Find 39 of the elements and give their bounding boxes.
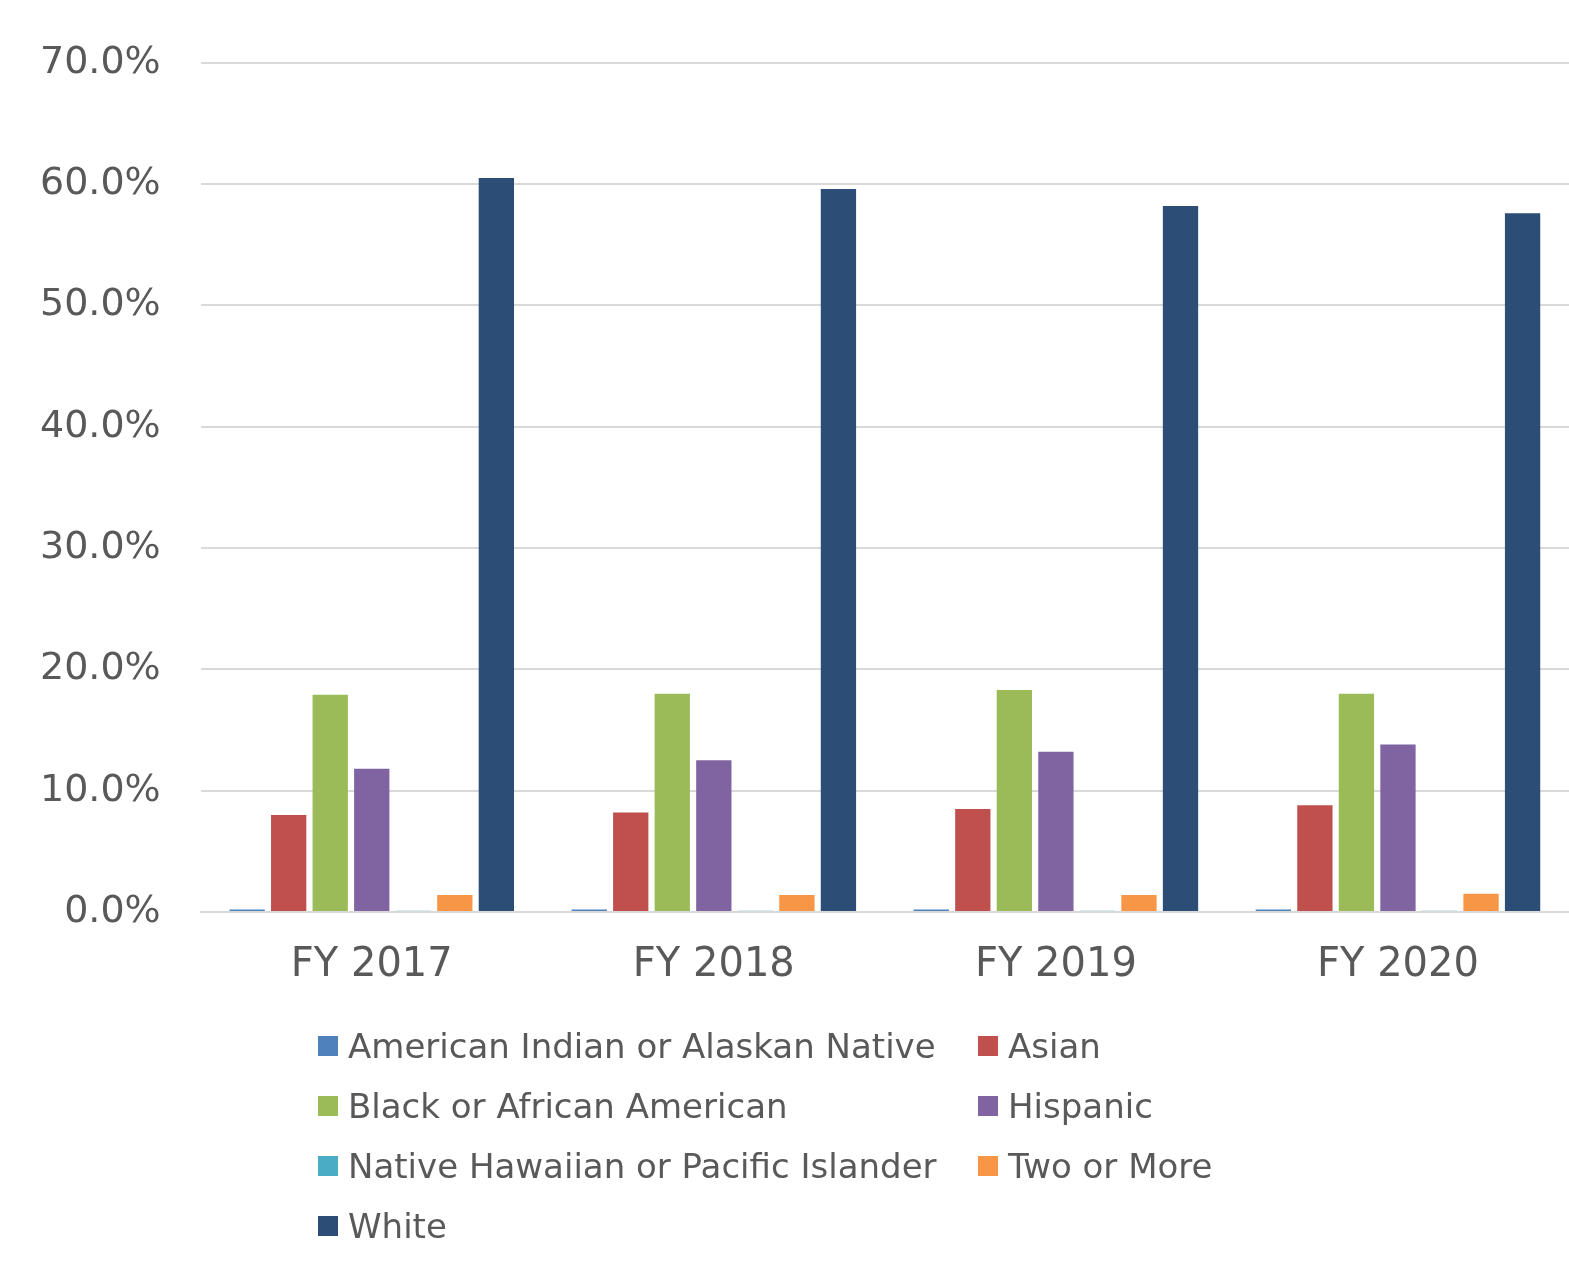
bar xyxy=(820,188,857,911)
bar xyxy=(312,694,348,911)
y-tick-label: 60.0% xyxy=(40,158,161,203)
bar xyxy=(1463,893,1499,911)
legend-label: Hispanic xyxy=(1008,1086,1153,1126)
y-tick-label: 70.0% xyxy=(40,37,161,82)
x-tick-label: FY 2017 xyxy=(290,939,453,986)
x-tick-label: FY 2018 xyxy=(632,939,795,986)
y-tick-label: 50.0% xyxy=(40,280,161,325)
bar xyxy=(996,690,1033,911)
y-tick-label: 40.0% xyxy=(40,401,161,446)
bar xyxy=(1297,805,1333,911)
x-tick-label: FY 2020 xyxy=(1316,939,1479,986)
legend-label: Asian xyxy=(1008,1026,1101,1066)
legend-label: Native Hawaiian or Pacific Islander xyxy=(348,1146,937,1186)
bar xyxy=(271,814,307,911)
bar xyxy=(437,895,473,911)
legend-label: Two or More xyxy=(1008,1146,1213,1186)
legend-label: American Indian or Alaskan Native xyxy=(348,1026,936,1066)
bar xyxy=(696,760,732,911)
y-tick-label: 10.0% xyxy=(40,765,161,810)
legend-label: Black or African American xyxy=(348,1086,788,1126)
x-tick-label: FY 2019 xyxy=(974,939,1137,986)
bar xyxy=(354,768,390,911)
bar xyxy=(654,693,690,911)
bar xyxy=(1038,751,1074,911)
bar xyxy=(613,812,649,911)
bar xyxy=(1162,205,1199,911)
bar xyxy=(1504,213,1541,911)
bar xyxy=(1338,693,1375,911)
legend-label: White xyxy=(348,1206,447,1246)
bar xyxy=(1121,895,1157,911)
y-tick-label: 20.0% xyxy=(40,644,161,689)
y-tick-label: 30.0% xyxy=(40,522,161,567)
y-tick-label: 0.0% xyxy=(64,886,161,931)
bar xyxy=(478,178,515,911)
bar xyxy=(955,808,991,911)
bar xyxy=(779,895,815,911)
bar xyxy=(1380,744,1416,911)
